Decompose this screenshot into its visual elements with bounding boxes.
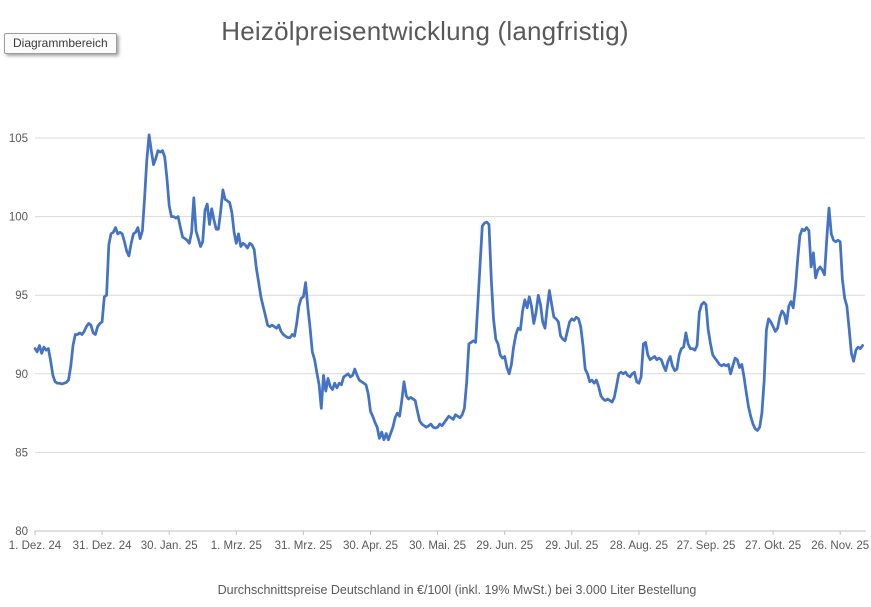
x-axis-label: 29. Jun. 25: [476, 540, 533, 552]
x-axis-label: 1. Mrz. 25: [211, 540, 262, 552]
x-axis-label: 27. Sep. 25: [677, 540, 736, 552]
x-axis-label: 1. Dez. 24: [9, 540, 62, 552]
x-axis-label: 27. Okt. 25: [745, 540, 801, 552]
y-axis-label: 100: [9, 212, 28, 224]
x-axis-label: 29. Jul. 25: [545, 540, 598, 552]
price-series-line[interactable]: [33, 133, 864, 442]
x-axis-label: 31. Mrz. 25: [275, 540, 333, 552]
x-axis-label: 30. Apr. 25: [343, 540, 398, 552]
y-axis-label: 80: [15, 526, 28, 538]
x-axis-label: 28. Aug. 25: [610, 540, 668, 552]
y-axis-label: 85: [15, 447, 28, 459]
x-axis-label: 31. Dez. 24: [73, 540, 132, 552]
y-axis-label: 105: [9, 133, 28, 145]
x-axis-label: 30. Mai. 25: [409, 540, 466, 552]
chart-subtitle: Durchschnittspreise Deutschland in €/100…: [217, 583, 697, 597]
chart-title[interactable]: Heizölpreisentwicklung (langfristig): [221, 16, 629, 46]
x-axis-label: 30. Jan. 25: [141, 540, 198, 552]
chart-area-tooltip: Diagrammbereich: [4, 33, 117, 54]
x-axis-label: 26. Nov. 25: [811, 540, 869, 552]
y-axis-label: 95: [15, 290, 28, 302]
y-axis-label: 90: [15, 369, 28, 381]
